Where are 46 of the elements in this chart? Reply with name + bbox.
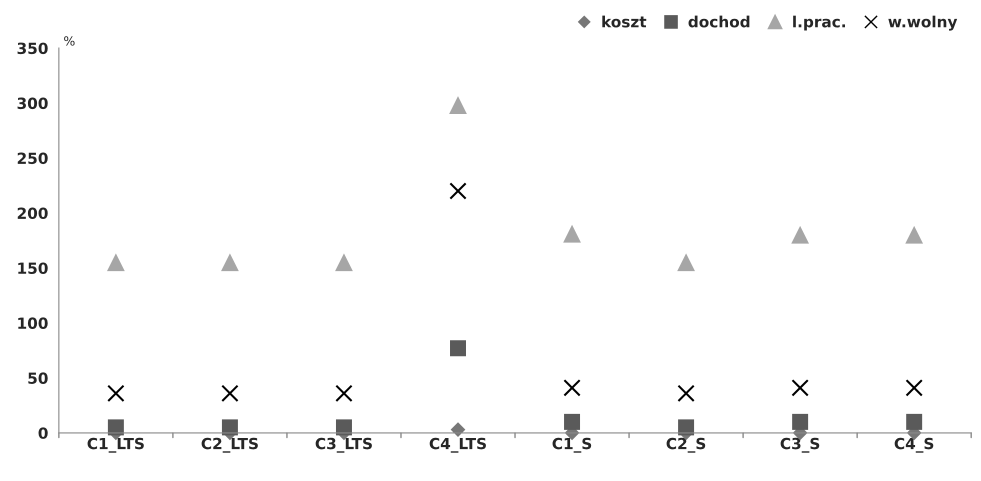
legend-label: w.wolny	[888, 16, 958, 31]
point	[107, 254, 125, 272]
point	[449, 96, 467, 114]
x-tick-label: C4_S	[894, 438, 934, 453]
x-tick-label: C4_LTS	[430, 438, 486, 453]
legend-label: l.prac.	[793, 16, 846, 30]
x-tick-label: C1_S	[552, 438, 592, 453]
y-tick-label: 50	[28, 372, 48, 384]
point	[563, 225, 581, 243]
point	[677, 254, 695, 272]
y-tick-label: 300	[18, 98, 48, 110]
point	[221, 384, 239, 402]
x-tick-label: C2_S	[666, 438, 706, 453]
point	[450, 422, 466, 437]
point	[792, 414, 808, 430]
y-tick-label: 100	[18, 317, 48, 329]
point	[905, 379, 923, 397]
x-tick-label: C1_LTS	[88, 438, 144, 453]
point	[791, 226, 809, 244]
x-tick-label: C3_LTS	[316, 438, 372, 453]
point	[791, 379, 809, 397]
legend-label: dochod	[688, 16, 750, 28]
point	[905, 226, 923, 244]
point	[563, 379, 581, 397]
point	[107, 384, 125, 402]
legend-label: koszt	[602, 16, 646, 28]
point	[677, 384, 695, 402]
point	[449, 182, 467, 200]
x-tick-label: C2_LTS	[202, 438, 258, 453]
point	[108, 419, 124, 436]
point	[336, 419, 352, 436]
point	[564, 414, 580, 430]
point	[906, 414, 922, 430]
point	[335, 254, 353, 272]
x-tick-label: C3_S	[780, 438, 820, 453]
point	[678, 419, 694, 436]
y-tick-label: 350	[18, 42, 48, 54]
point	[222, 419, 238, 436]
point	[450, 340, 466, 356]
y-axis-title: %	[64, 36, 75, 46]
y-tick-label: 150	[18, 262, 48, 274]
y-tick-label: 250	[18, 152, 48, 164]
y-tick-label: 0	[38, 427, 48, 439]
y-tick-label: 200	[18, 207, 48, 220]
point	[335, 384, 353, 402]
point	[221, 254, 239, 272]
